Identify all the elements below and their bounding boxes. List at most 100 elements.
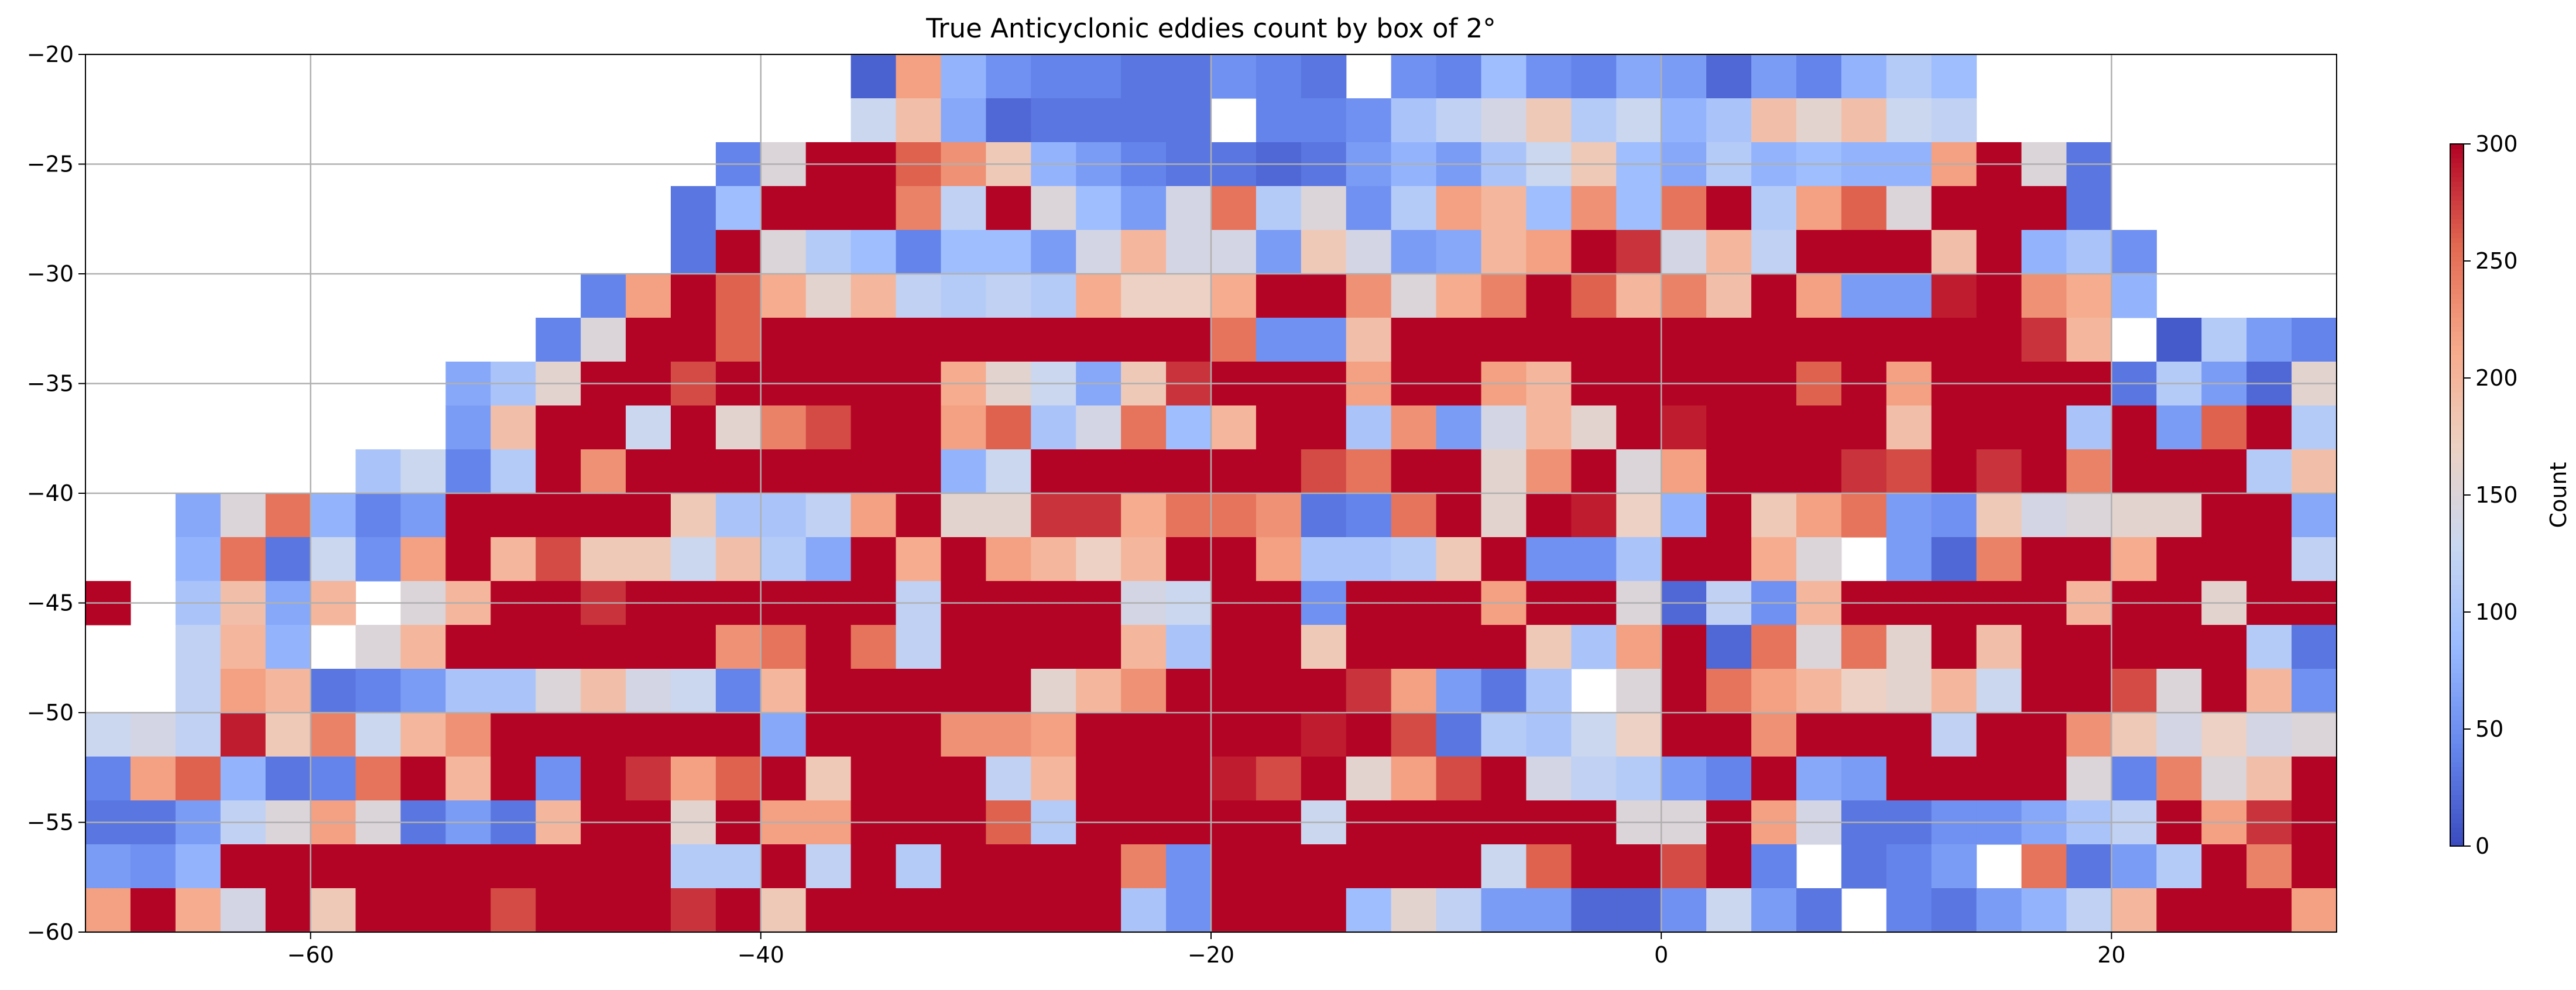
- colorbar-segment: [2450, 252, 2464, 257]
- heatmap-cell: [355, 713, 402, 757]
- heatmap-cell: [1571, 318, 1617, 362]
- heatmap-cell: [1571, 625, 1617, 669]
- heatmap-cell: [175, 669, 221, 713]
- colorbar-segment: [2450, 715, 2464, 720]
- heatmap-cell: [1121, 54, 1167, 99]
- heatmap-cell: [2111, 757, 2157, 801]
- heatmap-cell: [1526, 493, 1572, 538]
- heatmap-cell: [1751, 757, 1797, 801]
- heatmap-cell: [536, 888, 581, 933]
- heatmap-cell: [1076, 713, 1121, 757]
- colorbar-segment: [2450, 565, 2464, 570]
- heatmap-cell: [941, 625, 986, 669]
- heatmap-cell: [2156, 713, 2202, 757]
- x-tick-label: −40: [738, 942, 784, 968]
- heatmap-cell: [1166, 844, 1212, 889]
- heatmap-cell: [1976, 230, 2022, 274]
- heatmap-cell: [1391, 537, 1437, 582]
- heatmap-cell: [941, 888, 986, 933]
- colorbar-segment: [2450, 649, 2464, 655]
- colorbar-segment: [2450, 172, 2464, 177]
- heatmap-cell: [310, 537, 356, 582]
- heatmap-cell: [1301, 230, 1347, 274]
- heatmap-cell: [941, 318, 986, 362]
- heatmap-cell: [850, 625, 897, 669]
- heatmap-cell: [1076, 405, 1121, 450]
- heatmap-cell: [626, 757, 671, 801]
- heatmap-cell: [581, 888, 626, 933]
- heatmap-cell: [1796, 537, 1842, 582]
- heatmap-cell: [1751, 669, 1797, 713]
- colorbar-segment: [2450, 397, 2464, 402]
- heatmap-cell: [581, 844, 626, 889]
- colorbar-label: Count: [2546, 462, 2571, 528]
- y-tick-label: −50: [27, 700, 74, 726]
- heatmap-cell: [1166, 888, 1212, 933]
- colorbar-segment: [2450, 635, 2464, 641]
- heatmap-cell: [1751, 98, 1797, 143]
- heatmap-cell: [1661, 844, 1707, 889]
- heatmap-cell: [2246, 713, 2292, 757]
- heatmap-cell: [1931, 757, 1977, 801]
- heatmap-cell: [1346, 274, 1392, 318]
- heatmap-cell: [2156, 888, 2202, 933]
- heatmap-cell: [220, 713, 266, 757]
- heatmap-cell: [310, 713, 356, 757]
- heatmap-cell: [1076, 98, 1121, 143]
- colorbar-segment: [2450, 298, 2464, 304]
- colorbar-segment: [2450, 495, 2464, 500]
- heatmap-cell: [626, 713, 671, 757]
- colorbar-segment: [2450, 387, 2464, 393]
- heatmap-cell: [1751, 493, 1797, 538]
- heatmap-cell: [1481, 449, 1527, 494]
- heatmap-cell: [220, 625, 266, 669]
- heatmap-cell: [2156, 537, 2202, 582]
- heatmap-cell: [1211, 669, 1257, 713]
- colorbar-segment: [2450, 532, 2464, 538]
- heatmap-cell: [355, 844, 402, 889]
- heatmap-cell: [1031, 230, 1076, 274]
- heatmap-cell: [1256, 449, 1302, 494]
- heatmap-cell: [1976, 757, 2022, 801]
- heatmap-cell: [1436, 230, 1482, 274]
- heatmap-cell: [715, 318, 762, 362]
- heatmap-cell: [1121, 98, 1167, 143]
- heatmap-cell: [1391, 54, 1437, 99]
- heatmap-cell: [490, 449, 536, 494]
- heatmap-cell: [445, 493, 491, 538]
- heatmap-cell: [1706, 98, 1752, 143]
- colorbar-segment: [2450, 425, 2464, 430]
- heatmap-cell: [1256, 844, 1302, 889]
- heatmap-cell: [986, 230, 1031, 274]
- heatmap-cell: [445, 713, 491, 757]
- heatmap-cell: [2201, 318, 2247, 362]
- heatmap-cell: [1211, 757, 1257, 801]
- colorbar-segment: [2450, 266, 2464, 271]
- heatmap-cell: [1526, 625, 1572, 669]
- colorbar-segment: [2450, 177, 2464, 182]
- colorbar-segment: [2450, 537, 2464, 542]
- heatmap-cell: [2021, 713, 2067, 757]
- heatmap-cell: [2021, 405, 2067, 450]
- colorbar-segment: [2450, 167, 2464, 173]
- heatmap-cell: [760, 274, 807, 318]
- heatmap-cell: [220, 757, 266, 801]
- heatmap-cell: [850, 449, 897, 494]
- heatmap-cell: [1931, 844, 1977, 889]
- colorbar-segment: [2450, 219, 2464, 224]
- heatmap-cell: [1796, 274, 1842, 318]
- heatmap-cell: [2111, 625, 2157, 669]
- colorbar-segment: [2450, 247, 2464, 252]
- heatmap-cell: [1031, 537, 1076, 582]
- heatmap-cell: [1346, 625, 1392, 669]
- colorbar-segment: [2450, 261, 2464, 266]
- heatmap-cell: [626, 274, 671, 318]
- colorbar-segment: [2450, 762, 2464, 767]
- heatmap-cell: [1346, 318, 1392, 362]
- heatmap-cell: [1211, 844, 1257, 889]
- heatmap-cell: [1931, 318, 1977, 362]
- colorbar-segment: [2450, 420, 2464, 425]
- colorbar-segment: [2450, 598, 2464, 603]
- heatmap-cell: [85, 888, 131, 933]
- heatmap-cell: [1976, 274, 2022, 318]
